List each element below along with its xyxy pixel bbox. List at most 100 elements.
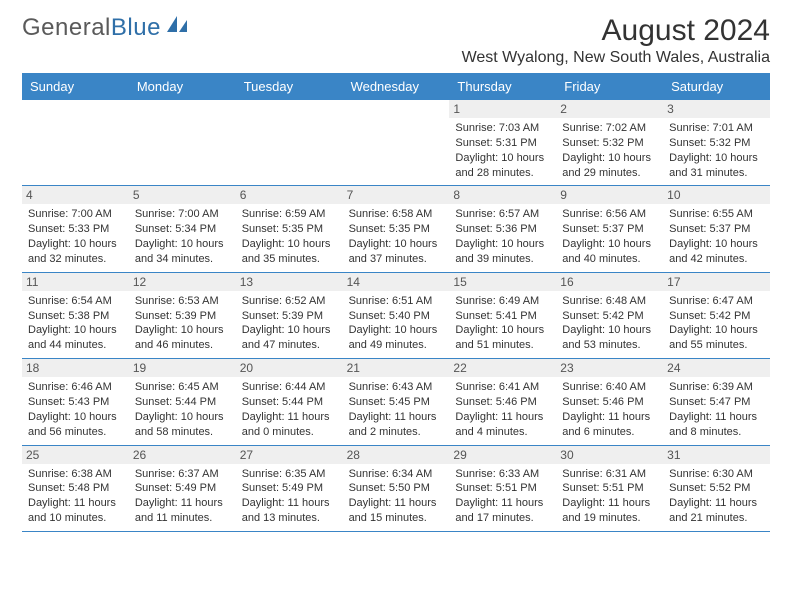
daylight-text: Daylight: 10 hours and 37 minutes. (349, 237, 444, 267)
day-cell: 21Sunrise: 6:43 AMSunset: 5:45 PMDayligh… (343, 359, 450, 444)
day-cell: 24Sunrise: 6:39 AMSunset: 5:47 PMDayligh… (663, 359, 770, 444)
sunrise-text: Sunrise: 6:37 AM (135, 467, 230, 482)
daylight-text: Daylight: 10 hours and 47 minutes. (242, 323, 337, 353)
day-info: Sunrise: 6:31 AMSunset: 5:51 PMDaylight:… (562, 467, 657, 526)
day-info: Sunrise: 6:45 AMSunset: 5:44 PMDaylight:… (135, 380, 230, 439)
day-info: Sunrise: 6:46 AMSunset: 5:43 PMDaylight:… (28, 380, 123, 439)
day-number: 31 (663, 446, 770, 464)
day-info: Sunrise: 6:57 AMSunset: 5:36 PMDaylight:… (455, 207, 550, 266)
day-number: 15 (449, 273, 556, 291)
day-info: Sunrise: 7:00 AMSunset: 5:33 PMDaylight:… (28, 207, 123, 266)
sunset-text: Sunset: 5:46 PM (455, 395, 550, 410)
daylight-text: Daylight: 10 hours and 44 minutes. (28, 323, 123, 353)
sunset-text: Sunset: 5:43 PM (28, 395, 123, 410)
daylight-text: Daylight: 11 hours and 19 minutes. (562, 496, 657, 526)
day-number: 25 (22, 446, 129, 464)
sunset-text: Sunset: 5:37 PM (562, 222, 657, 237)
week-row: 1Sunrise: 7:03 AMSunset: 5:31 PMDaylight… (22, 100, 770, 186)
daylight-text: Daylight: 11 hours and 15 minutes. (349, 496, 444, 526)
sunset-text: Sunset: 5:31 PM (455, 136, 550, 151)
brand-name-part1: General (22, 14, 111, 42)
day-number: 8 (449, 186, 556, 204)
day-number: 29 (449, 446, 556, 464)
day-cell: 6Sunrise: 6:59 AMSunset: 5:35 PMDaylight… (236, 186, 343, 271)
day-number: 9 (556, 186, 663, 204)
daylight-text: Daylight: 10 hours and 35 minutes. (242, 237, 337, 267)
day-cell: 31Sunrise: 6:30 AMSunset: 5:52 PMDayligh… (663, 446, 770, 531)
day-info: Sunrise: 6:34 AMSunset: 5:50 PMDaylight:… (349, 467, 444, 526)
day-info: Sunrise: 6:55 AMSunset: 5:37 PMDaylight:… (669, 207, 764, 266)
day-number: 27 (236, 446, 343, 464)
sunset-text: Sunset: 5:48 PM (28, 481, 123, 496)
day-info: Sunrise: 6:41 AMSunset: 5:46 PMDaylight:… (455, 380, 550, 439)
sunrise-text: Sunrise: 6:48 AM (562, 294, 657, 309)
day-cell: 2Sunrise: 7:02 AMSunset: 5:32 PMDaylight… (556, 100, 663, 185)
daylight-text: Daylight: 10 hours and 34 minutes. (135, 237, 230, 267)
day-info: Sunrise: 6:35 AMSunset: 5:49 PMDaylight:… (242, 467, 337, 526)
day-cell (343, 100, 450, 185)
daylight-text: Daylight: 10 hours and 40 minutes. (562, 237, 657, 267)
day-cell: 25Sunrise: 6:38 AMSunset: 5:48 PMDayligh… (22, 446, 129, 531)
sunrise-text: Sunrise: 6:59 AM (242, 207, 337, 222)
day-number: 6 (236, 186, 343, 204)
day-cell: 27 Sunrise: 6:35 AMSunset: 5:49 PMDayligh… (236, 446, 343, 531)
sunrise-text: Sunrise: 6:57 AM (455, 207, 550, 222)
sunset-text: Sunset: 5:50 PM (349, 481, 444, 496)
month-title: August 2024 (462, 14, 770, 47)
weekday-header: Sunday (22, 73, 129, 100)
day-number: 11 (22, 273, 129, 291)
day-cell: 10Sunrise: 6:55 AMSunset: 5:37 PMDayligh… (663, 186, 770, 271)
daylight-text: Daylight: 10 hours and 51 minutes. (455, 323, 550, 353)
day-cell: 14Sunrise: 6:51 AMSunset: 5:40 PMDayligh… (343, 273, 450, 358)
day-info: Sunrise: 6:40 AMSunset: 5:46 PMDaylight:… (562, 380, 657, 439)
daylight-text: Daylight: 11 hours and 17 minutes. (455, 496, 550, 526)
sunset-text: Sunset: 5:49 PM (242, 481, 337, 496)
sunset-text: Sunset: 5:40 PM (349, 309, 444, 324)
daylight-text: Daylight: 11 hours and 0 minutes. (242, 410, 337, 440)
daylight-text: Daylight: 11 hours and 2 minutes. (349, 410, 444, 440)
sunrise-text: Sunrise: 6:54 AM (28, 294, 123, 309)
brand-name-part2: Blue (111, 14, 161, 42)
day-number: 4 (22, 186, 129, 204)
day-cell: 8 Sunrise: 6:57 AMSunset: 5:36 PMDaylight… (449, 186, 556, 271)
sunset-text: Sunset: 5:46 PM (562, 395, 657, 410)
sunrise-text: Sunrise: 7:03 AM (455, 121, 550, 136)
day-cell: 11 Sunrise: 6:54 AMSunset: 5:38 PMDayligh… (22, 273, 129, 358)
day-number: 20 (236, 359, 343, 377)
day-info: Sunrise: 6:43 AMSunset: 5:45 PMDaylight:… (349, 380, 444, 439)
day-cell: 13Sunrise: 6:52 AMSunset: 5:39 PMDayligh… (236, 273, 343, 358)
day-cell: 3Sunrise: 7:01 AMSunset: 5:32 PMDaylight… (663, 100, 770, 185)
sunrise-text: Sunrise: 7:00 AM (28, 207, 123, 222)
day-cell: 23Sunrise: 6:40 AMSunset: 5:46 PMDayligh… (556, 359, 663, 444)
weekday-header: Saturday (663, 73, 770, 100)
sunrise-text: Sunrise: 7:00 AM (135, 207, 230, 222)
day-cell: 4 Sunrise: 7:00 AMSunset: 5:33 PMDaylight… (22, 186, 129, 271)
day-cell (22, 100, 129, 185)
day-cell (236, 100, 343, 185)
day-cell: 16Sunrise: 6:48 AMSunset: 5:42 PMDayligh… (556, 273, 663, 358)
daylight-text: Daylight: 10 hours and 53 minutes. (562, 323, 657, 353)
week-row: 18Sunrise: 6:46 AMSunset: 5:43 PMDayligh… (22, 359, 770, 445)
sunset-text: Sunset: 5:51 PM (455, 481, 550, 496)
day-cell: 29Sunrise: 6:33 AMSunset: 5:51 PMDayligh… (449, 446, 556, 531)
day-info: Sunrise: 6:49 AMSunset: 5:41 PMDaylight:… (455, 294, 550, 353)
brand-logo: GeneralBlue (22, 14, 191, 42)
day-number: 30 (556, 446, 663, 464)
day-number: 24 (663, 359, 770, 377)
location-subtitle: West Wyalong, New South Wales, Australia (462, 49, 770, 67)
weeks-container: 1Sunrise: 7:03 AMSunset: 5:31 PMDaylight… (22, 100, 770, 532)
day-number: 5 (129, 186, 236, 204)
day-number: 16 (556, 273, 663, 291)
daylight-text: Daylight: 10 hours and 55 minutes. (669, 323, 764, 353)
daylight-text: Daylight: 11 hours and 10 minutes. (28, 496, 123, 526)
sunset-text: Sunset: 5:37 PM (669, 222, 764, 237)
day-cell: 7Sunrise: 6:58 AMSunset: 5:35 PMDaylight… (343, 186, 450, 271)
day-cell: 9Sunrise: 6:56 AMSunset: 5:37 PMDaylight… (556, 186, 663, 271)
sunrise-text: Sunrise: 6:30 AM (669, 467, 764, 482)
week-row: 25Sunrise: 6:38 AMSunset: 5:48 PMDayligh… (22, 446, 770, 532)
sunrise-text: Sunrise: 6:52 AM (242, 294, 337, 309)
sunset-text: Sunset: 5:42 PM (669, 309, 764, 324)
sunrise-text: Sunrise: 7:02 AM (562, 121, 657, 136)
day-info: Sunrise: 6:54 AMSunset: 5:38 PMDaylight:… (28, 294, 123, 353)
sunrise-text: Sunrise: 6:45 AM (135, 380, 230, 395)
